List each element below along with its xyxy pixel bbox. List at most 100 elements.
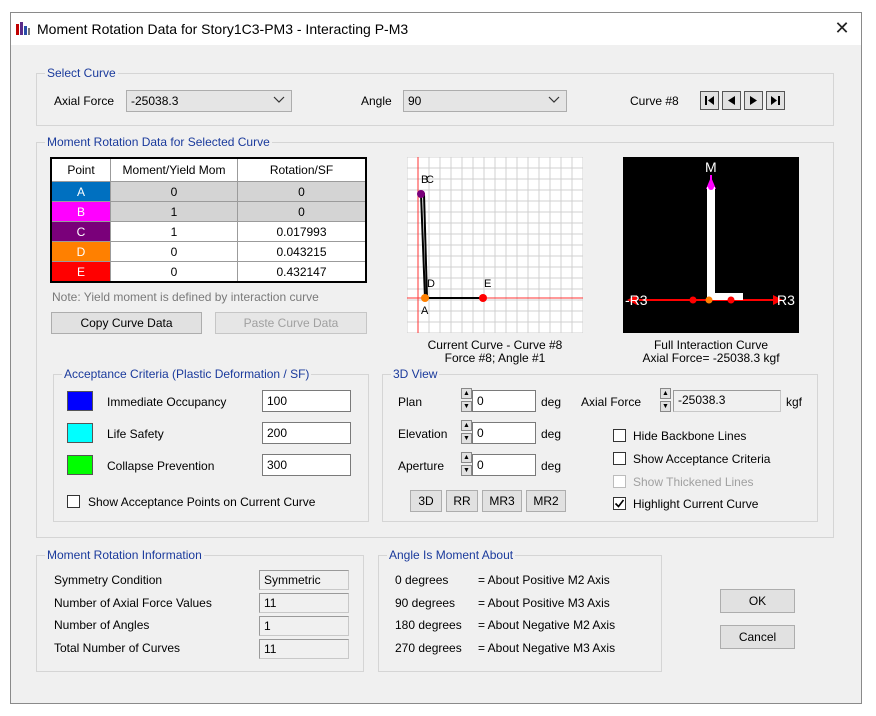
life-safety-label: Life Safety [107,427,164,441]
moment-cell[interactable]: 0 [110,181,238,202]
label-b: B [421,174,428,186]
symmetry-label: Symmetry Condition [54,573,163,587]
show-acceptance-points-checkbox[interactable] [67,495,80,508]
axial-force-value: -25038.3 [131,94,179,108]
view-mr2-button[interactable]: MR2 [526,490,566,512]
axial-force-spinner[interactable]: ▲ ▼ [660,388,671,412]
view-mr3-button[interactable]: MR3 [482,490,522,512]
collapse-prevention-swatch[interactable] [67,455,93,475]
highlight-current-checkbox[interactable] [613,497,626,510]
interaction-caption-2: Axial Force= -25038.3 kgf [642,351,780,365]
collapse-prevention-input[interactable]: 300 [262,454,351,476]
aperture-unit: deg [541,459,562,473]
immediate-occupancy-input[interactable]: 100 [262,390,351,412]
angle-about-group: Angle Is Moment About [378,548,662,672]
highlight-current-label: Highlight Current Curve [633,497,759,511]
spin-up-icon[interactable]: ▲ [660,388,671,399]
title-bar: Moment Rotation Data for Story1C3-PM3 - … [11,13,861,45]
show-thickened-label: Show Thickened Lines [633,475,754,489]
cancel-button[interactable]: Cancel [720,625,795,649]
immediate-occupancy-label: Immediate Occupancy [107,395,227,409]
previous-icon [728,96,735,105]
table-row[interactable]: D 0 0.043215 [50,241,367,262]
axial-force-dropdown[interactable]: -25038.3 [126,90,292,112]
show-acceptance-checkbox[interactable] [613,452,626,465]
current-curve-caption-1: Current Curve - Curve #8 [427,338,563,352]
angle-row-deg: 180 degrees [395,618,462,632]
plan-input[interactable]: 0 [472,390,536,412]
elevation-input[interactable]: 0 [472,422,536,444]
rotation-cell[interactable]: 0 [237,181,367,202]
rotation-cell[interactable]: 0.432147 [237,261,367,283]
chevron-down-icon [548,96,560,103]
rotation-cell[interactable]: 0.017993 [237,221,367,242]
interaction-curve-plot: M -R3 R3 [623,157,799,333]
rotation-cell[interactable]: 0 [237,201,367,222]
view-axial-force-value: -25038.3 [673,390,781,412]
axial-force-label: Axial Force [54,94,115,108]
table-row[interactable]: A 0 0 [50,181,367,202]
elevation-label: Elevation [398,427,448,441]
moment-cell[interactable]: 0 [110,261,238,283]
moment-rotation-table[interactable]: Point Moment/Yield Mom Rotation/SF A 0 0… [50,157,367,283]
angle-row-desc: = About Negative M2 Axis [478,618,616,632]
life-safety-input[interactable]: 200 [262,422,351,444]
view-3d-button[interactable]: 3D [410,490,442,512]
angle-about-label: Angle Is Moment About [387,548,516,562]
spin-down-icon[interactable]: ▼ [660,401,671,412]
show-thickened-checkbox[interactable] [613,475,626,488]
copy-curve-data-button[interactable]: Copy Curve Data [51,312,202,334]
previous-curve-button[interactable] [722,91,741,110]
elevation-spinner[interactable]: ▲ ▼ [461,420,472,444]
axial-count-label: Number of Axial Force Values [54,596,212,610]
spin-down-icon[interactable]: ▼ [461,465,472,476]
first-curve-button[interactable] [700,91,719,110]
ok-button[interactable]: OK [720,589,795,613]
angle-row-desc: = About Negative M3 Axis [478,641,616,655]
table-row[interactable]: E 0 0.432147 [50,261,367,283]
interaction-right-marker [727,296,735,304]
spin-up-icon[interactable]: ▲ [461,388,472,399]
view-rr-button[interactable]: RR [446,490,478,512]
life-safety-swatch[interactable] [67,423,93,443]
moment-rotation-info-label: Moment Rotation Information [45,548,204,562]
moment-cell[interactable]: 1 [110,201,238,222]
next-curve-button[interactable] [744,91,763,110]
arrow-right-icon [773,295,783,305]
paste-curve-data-button[interactable]: Paste Curve Data [215,312,367,334]
table-row[interactable]: B 1 0 [50,201,367,222]
spin-up-icon[interactable]: ▲ [461,420,472,431]
m-axis-label: M [705,159,717,175]
chevron-down-icon [273,96,285,103]
moment-cell[interactable]: 1 [110,221,238,242]
window-title: Moment Rotation Data for Story1C3-PM3 - … [37,21,409,37]
rotation-cell[interactable]: 0.043215 [237,241,367,262]
interaction-top-marker [708,184,714,190]
moment-cell[interactable]: 0 [110,241,238,262]
angle-dropdown[interactable]: 90 [403,90,567,112]
r3-axis-label: R3 [777,292,795,308]
aperture-label: Aperture [398,459,445,473]
hide-backbone-checkbox[interactable] [613,429,626,442]
angle-row-deg: 90 degrees [395,596,456,610]
angle-value: 90 [408,94,422,108]
interaction-center-marker [705,296,713,304]
label-d: D [427,278,435,290]
spin-up-icon[interactable]: ▲ [461,452,472,463]
point-cell: D [50,241,111,262]
moment-rotation-label: Moment Rotation Data for Selected Curve [45,135,272,149]
aperture-spinner[interactable]: ▲ ▼ [461,452,472,476]
hide-backbone-label: Hide Backbone Lines [633,429,747,443]
immediate-occupancy-swatch[interactable] [67,391,93,411]
plan-label: Plan [398,395,423,409]
label-e: E [484,278,491,290]
close-icon[interactable]: ✕ [834,18,850,38]
angle-row-deg: 0 degrees [395,573,449,587]
plan-spinner[interactable]: ▲ ▼ [461,388,472,412]
last-curve-button[interactable] [766,91,785,110]
table-row[interactable]: C 1 0.017993 [50,221,367,242]
skip-last-icon [771,96,780,105]
aperture-input[interactable]: 0 [472,454,536,476]
spin-down-icon[interactable]: ▼ [461,433,472,444]
spin-down-icon[interactable]: ▼ [461,401,472,412]
